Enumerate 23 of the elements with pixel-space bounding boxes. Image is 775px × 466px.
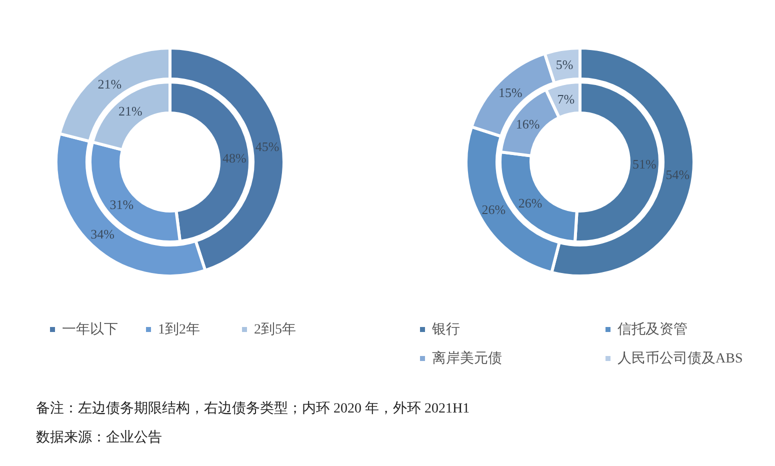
legend-label: 信托及资管 <box>618 322 688 338</box>
data-label: 21% <box>98 76 122 92</box>
legend-label: 银行 <box>431 322 460 338</box>
data-label: 26% <box>482 202 506 217</box>
data-label: 31% <box>110 197 134 212</box>
data-label: 26% <box>518 196 542 211</box>
data-label: 21% <box>118 104 143 119</box>
data-label: 15% <box>498 84 522 100</box>
legend-label: 离岸美元债 <box>432 350 502 366</box>
data-label: 16% <box>516 116 540 132</box>
legend-label: 1到2年 <box>158 322 200 338</box>
legend-label: 2到5年 <box>254 322 296 338</box>
data-label: 7% <box>557 92 575 107</box>
text: 备注：左边债务期限结构，右边债务类型；内环 2020 年，外环 2021H1 <box>36 400 470 416</box>
data-label: 48% <box>222 150 246 166</box>
legend-label: 一年以下 <box>62 322 118 338</box>
data-label: 54% <box>666 166 690 182</box>
data-label: 45% <box>255 139 280 154</box>
data-label: 5% <box>556 57 574 72</box>
data-label: 51% <box>632 156 657 172</box>
source-note: 数据来源：企业公告 <box>36 430 162 446</box>
data-label: 34% <box>90 226 115 242</box>
legend-label: 人民币公司债及ABS <box>618 350 743 366</box>
